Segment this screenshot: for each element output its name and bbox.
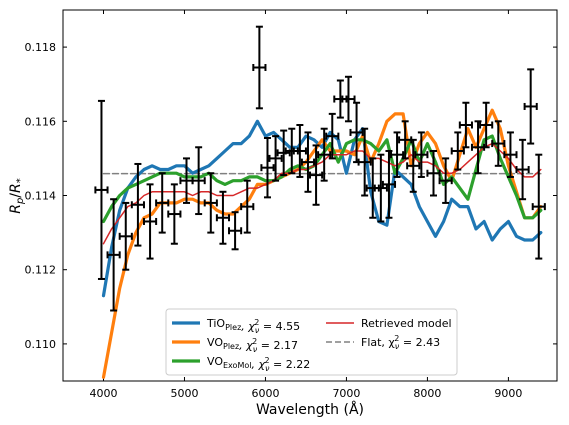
x-axis-label: Wavelength (Å): [256, 401, 364, 418]
x-tick-label: 8000: [413, 387, 441, 400]
data-point: [317, 127, 332, 182]
data-point: [357, 127, 372, 197]
y-tick-label: 0.110: [25, 338, 57, 351]
data-point: [470, 120, 486, 175]
data-point: [450, 131, 465, 171]
legend-label: Flat, χν2 = 2.43: [361, 334, 440, 351]
data-point: [426, 149, 441, 197]
series-line-vo-exomol: [101, 134, 543, 224]
data-point: [491, 120, 506, 167]
tick-layer: 4000 5000 6000 7000 8000 9000 0.110 0.112 0.114 0…: [25, 10, 557, 400]
series-line-vo-plez: [101, 108, 543, 379]
data-points-layer: [94, 25, 546, 312]
data-point: [333, 79, 348, 119]
y-axis-label: Rp/R*: [8, 178, 26, 214]
data-point: [325, 112, 340, 160]
data-point: [523, 68, 538, 145]
x-tick-label: 4000: [89, 387, 117, 400]
data-point: [292, 124, 307, 178]
data-point: [341, 75, 356, 123]
data-point: [191, 146, 206, 216]
data-point: [349, 101, 364, 164]
data-point: [215, 190, 231, 245]
data-point: [94, 99, 109, 280]
data-point: [389, 131, 405, 178]
data-point: [260, 136, 275, 199]
data-point: [268, 135, 283, 182]
y-tick-label: 0.112: [25, 264, 57, 277]
legend-box: [165, 308, 458, 376]
data-point: [309, 144, 324, 206]
legend-label: VOPlez, χν2 = 2.17: [207, 336, 298, 354]
data-point: [531, 153, 546, 260]
data-point: [240, 179, 255, 234]
x-tick-label: 9000: [494, 387, 522, 400]
data-point: [167, 183, 182, 245]
x-tick-label: 7000: [332, 387, 360, 400]
axes-frame: [62, 9, 558, 382]
data-point: [300, 131, 316, 193]
plot-area: [94, 25, 546, 379]
y-tick-label: 0.116: [25, 115, 57, 128]
data-point: [130, 162, 145, 247]
data-point: [479, 101, 494, 149]
data-point: [118, 201, 133, 271]
data-point: [142, 183, 158, 260]
legend-label: Retrieved model: [361, 317, 452, 330]
data-point: [228, 211, 243, 251]
data-point: [458, 101, 473, 149]
data-point: [503, 131, 518, 178]
data-point: [381, 149, 397, 219]
data-point: [398, 120, 413, 160]
data-point: [252, 25, 267, 110]
x-tick-label: 5000: [170, 387, 198, 400]
series-line-tio-plez: [101, 119, 543, 298]
data-point: [106, 198, 121, 312]
legend-label: VOExoMol, χν2 = 2.22: [207, 355, 310, 373]
data-point: [414, 131, 429, 178]
data-point: [155, 172, 170, 234]
series-line-retrieved-model: [102, 142, 542, 245]
data-point: [203, 172, 218, 234]
data-point: [438, 157, 453, 204]
y-tick-label: 0.114: [25, 190, 57, 203]
data-point: [515, 138, 530, 201]
data-point: [373, 153, 388, 223]
data-point: [276, 129, 291, 177]
y-tick-label: 0.118: [25, 41, 57, 54]
data-point: [406, 138, 421, 193]
legend-label: TiOPlez, χν2 = 4.55: [206, 317, 300, 335]
x-tick-label: 6000: [251, 387, 279, 400]
